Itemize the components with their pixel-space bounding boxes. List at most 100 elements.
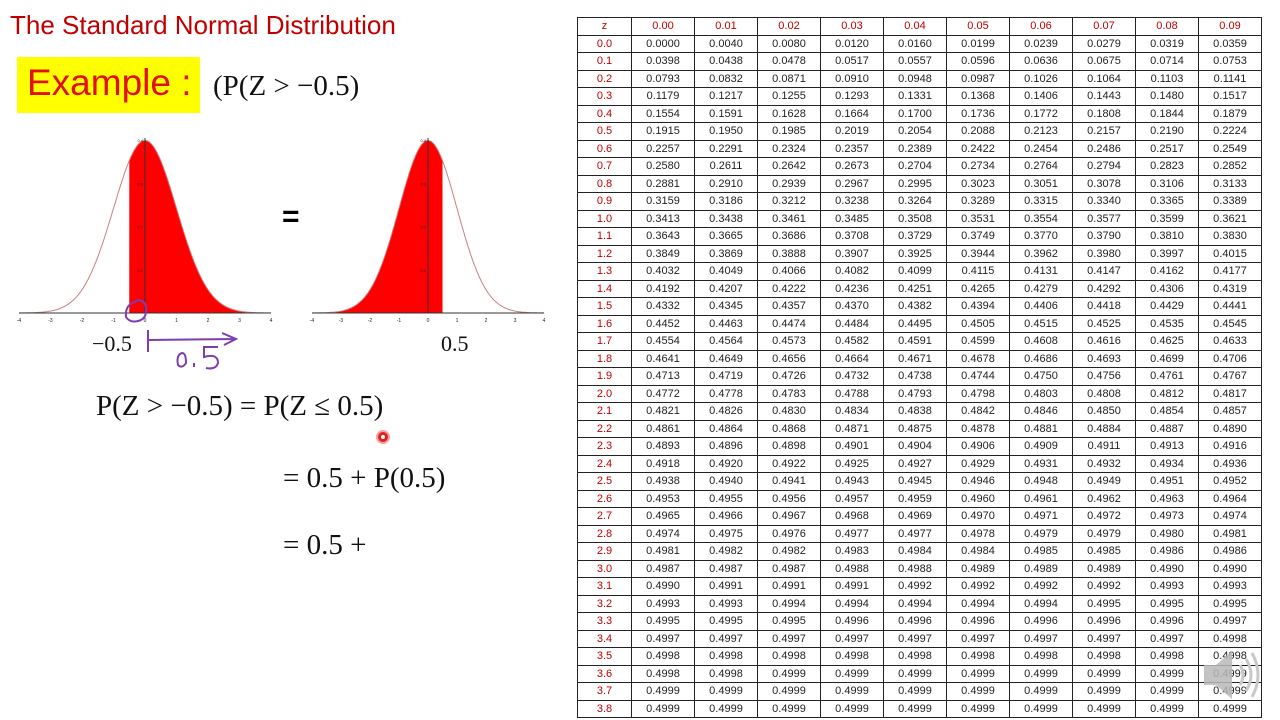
probability-cell: 0.4706: [1198, 349, 1262, 368]
probability-cell: 0.3770: [1009, 227, 1073, 246]
probability-cell: 0.4850: [1072, 402, 1136, 421]
equation-line-2: = 0.5 + P(0.5): [283, 462, 446, 494]
probability-cell: 0.4554: [631, 332, 695, 351]
probability-cell: 0.3389: [1198, 192, 1262, 211]
z-value-cell: 3.7: [577, 682, 632, 701]
probability-cell: 0.4306: [1135, 279, 1199, 298]
probability-cell: 0.4964: [1198, 489, 1262, 508]
probability-cell: 0.4993: [1198, 577, 1262, 596]
probability-cell: 0.2190: [1135, 122, 1199, 141]
probability-cell: 0.4162: [1135, 262, 1199, 281]
probability-cell: 0.4884: [1072, 419, 1136, 438]
table-row: 0.0 0.0000 0.0040 0.0080 0.0120 0.0160 0.0199 0…: [577, 34, 1262, 53]
probability-cell: 0.4678: [946, 349, 1010, 368]
probability-cell: 0.4812: [1135, 384, 1199, 403]
speaker-icon[interactable]: [1200, 645, 1262, 705]
z-value-cell: z: [577, 17, 632, 36]
probability-cell: 0.3599: [1135, 209, 1199, 228]
probability-cell: 0.4984: [946, 542, 1010, 561]
probability-cell: 0.1368: [946, 87, 1010, 106]
probability-cell: 0.4999: [757, 699, 821, 718]
probability-cell: 0.4992: [1072, 577, 1136, 596]
probability-cell: 0.2549: [1198, 139, 1262, 158]
y-tick-label: 0.2: [420, 225, 426, 230]
probability-cell: 0.4382: [883, 297, 947, 316]
probability-cell: 0.4032: [631, 262, 695, 281]
probability-cell: 0.06: [1009, 17, 1073, 36]
probability-cell: 0.3531: [946, 209, 1010, 228]
probability-cell: 0.0040: [694, 34, 758, 53]
probability-cell: 0.3238: [820, 192, 884, 211]
probability-cell: 0.4131: [1009, 262, 1073, 281]
probability-cell: 0.4999: [1198, 699, 1262, 718]
y-tick-label: 0.2: [137, 225, 143, 230]
probability-cell: 0.4920: [694, 454, 758, 473]
probability-cell: 0.1554: [631, 104, 695, 123]
probability-cell: 0.4788: [820, 384, 884, 403]
probability-cell: 0.1406: [1009, 87, 1073, 106]
table-row: 0.7 0.2580 0.2611 0.2642 0.2673 0.2704 0.2734 0…: [577, 157, 1262, 176]
probability-cell: 0.1141: [1198, 69, 1262, 88]
probability-cell: 0.4981: [1198, 524, 1262, 543]
probability-cell: 0.2910: [694, 174, 758, 193]
probability-cell: 0.3643: [631, 227, 695, 246]
probability-cell: 0.4332: [631, 297, 695, 316]
probability-cell: 0.2054: [883, 122, 947, 141]
probability-cell: 0.4991: [820, 577, 884, 596]
y-tick-label: 0.1: [137, 268, 143, 273]
probability-cell: 0.4441: [1198, 297, 1262, 316]
probability-cell: 0.3729: [883, 227, 947, 246]
probability-cell: 0.4999: [631, 682, 695, 701]
probability-cell: 0.3186: [694, 192, 758, 211]
x-tick-label: 1: [456, 318, 459, 324]
probability-cell: 0.02: [757, 17, 821, 36]
probability-cell: 0.1255: [757, 87, 821, 106]
probability-cell: 0.4452: [631, 314, 695, 333]
table-row: 0.5 0.1915 0.1950 0.1985 0.2019 0.2054 0.2088 0…: [577, 122, 1262, 141]
z-value-cell: 1.2: [577, 244, 632, 263]
probability-cell: 0.4783: [757, 384, 821, 403]
probability-cell: 0.0120: [820, 34, 884, 53]
probability-cell: 0.4495: [883, 314, 947, 333]
probability-cell: 0.3944: [946, 244, 1010, 263]
probability-cell: 0.3925: [883, 244, 947, 263]
probability-cell: 0.08: [1135, 17, 1199, 36]
probability-cell: 0.4878: [946, 419, 1010, 438]
probability-cell: 0.2642: [757, 157, 821, 176]
probability-cell: 0.4857: [1198, 402, 1262, 421]
probability-cell: 0.1736: [946, 104, 1010, 123]
probability-cell: 0.2852: [1198, 157, 1262, 176]
probability-cell: 0.4932: [1072, 454, 1136, 473]
probability-cell: 0.4793: [883, 384, 947, 403]
z-value-cell: 2.7: [577, 507, 632, 526]
probability-cell: 0.4535: [1135, 314, 1199, 333]
table-row: 1.3 0.4032 0.4049 0.4066 0.4082 0.4099 0.4115 0…: [577, 262, 1262, 281]
probability-cell: 0.4994: [883, 594, 947, 613]
table-row: 0.8 0.2881 0.2910 0.2939 0.2967 0.2995 0.3023 0…: [577, 174, 1262, 193]
table-row: 1.4 0.4192 0.4207 0.4222 0.4236 0.4251 0.4265 0…: [577, 279, 1262, 298]
probability-cell: 0.0359: [1198, 34, 1262, 53]
probability-cell: 0.4861: [631, 419, 695, 438]
probability-cell: 0.4998: [757, 647, 821, 666]
x-tick-label: 3: [514, 318, 517, 324]
probability-cell: 0.4973: [1135, 507, 1199, 526]
probability-cell: 0.4998: [883, 647, 947, 666]
probability-cell: 0.4474: [757, 314, 821, 333]
probability-cell: 0.4931: [1009, 454, 1073, 473]
probability-cell: 0.0948: [883, 69, 947, 88]
probability-cell: 0.4881: [1009, 419, 1073, 438]
probability-cell: 0.3315: [1009, 192, 1073, 211]
table-row: 2.6 0.4953 0.4955 0.4956 0.4957 0.4959 0.4960 0…: [577, 489, 1262, 508]
probability-cell: 0.4898: [757, 437, 821, 456]
probability-cell: 0.4979: [1072, 524, 1136, 543]
probability-cell: 0.4999: [1135, 664, 1199, 683]
probability-cell: 0.4995: [694, 612, 758, 631]
probability-cell: 0.4911: [1072, 437, 1136, 456]
probability-cell: 0.4686: [1009, 349, 1073, 368]
probability-cell: 0.4988: [820, 559, 884, 578]
probability-cell: 0.4990: [1135, 559, 1199, 578]
probability-cell: 0.4998: [1198, 629, 1262, 648]
probability-cell: 0.4927: [883, 454, 947, 473]
probability-cell: 0.4913: [1135, 437, 1199, 456]
probability-cell: 0.3340: [1072, 192, 1136, 211]
